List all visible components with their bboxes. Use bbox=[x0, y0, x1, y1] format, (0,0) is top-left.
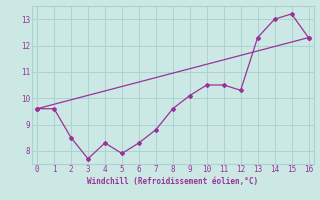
X-axis label: Windchill (Refroidissement éolien,°C): Windchill (Refroidissement éolien,°C) bbox=[87, 177, 258, 186]
